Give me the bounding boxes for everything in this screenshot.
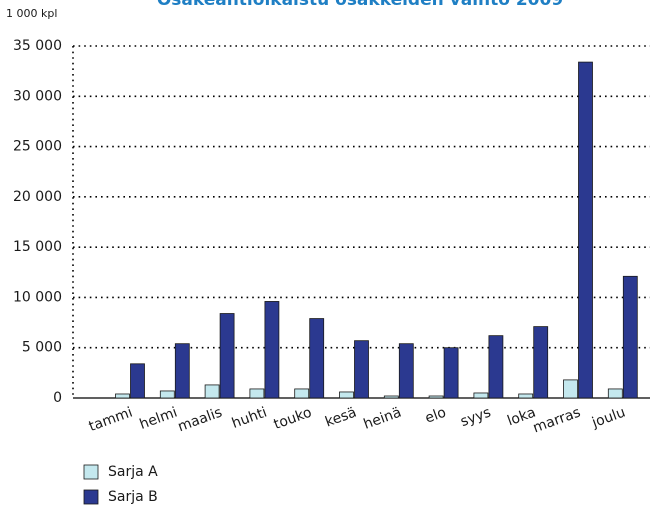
y-tick-label: 10 000: [13, 289, 62, 305]
y-tick-label: 35 000: [13, 38, 62, 54]
bar: [339, 391, 354, 399]
bar: [622, 275, 638, 399]
x-tick-label: marras: [531, 404, 583, 436]
bar: [115, 393, 130, 399]
bar: [159, 390, 175, 399]
x-tick-label: joulu: [589, 404, 627, 431]
y-tick-label: 15 000: [13, 239, 62, 255]
y-axis-label: 1 000 kpl: [6, 7, 57, 20]
bar: [354, 340, 369, 399]
y-tick-label: 20 000: [13, 189, 62, 205]
x-tick-label: heinä: [362, 404, 404, 432]
bar: [294, 388, 310, 399]
x-tick-label: tammi: [87, 404, 135, 435]
bar: [533, 326, 549, 399]
legend-label: Sarja B: [108, 489, 158, 505]
bar: [249, 388, 265, 399]
bar: [398, 343, 414, 399]
bar: [219, 313, 235, 399]
y-tick-label: 0: [53, 390, 62, 406]
bar: [488, 335, 504, 399]
bar: [428, 395, 444, 399]
x-tick-label: kesä: [323, 404, 359, 430]
legend-swatch: [83, 464, 99, 480]
x-tick-label: syys: [458, 404, 493, 430]
x-tick-label: touko: [272, 404, 314, 432]
x-tick-label: elo: [423, 404, 448, 426]
bar: [174, 343, 190, 399]
bar: [473, 392, 489, 399]
bar: [563, 379, 578, 399]
legend-swatch: [83, 489, 99, 505]
x-tick-label: huhti: [230, 404, 269, 431]
x-tick-label: maalis: [176, 404, 225, 435]
bar: [309, 318, 325, 399]
bar: [264, 301, 280, 399]
legend-label: Sarja A: [108, 464, 158, 480]
bar: [204, 384, 220, 399]
bar: [607, 388, 623, 399]
bar: [443, 347, 459, 399]
x-tick-label: helmi: [138, 404, 180, 432]
bar: [578, 61, 593, 399]
y-tick-label: 30 000: [13, 88, 62, 104]
y-tick-label: 5 000: [22, 340, 62, 356]
y-tick-label: 25 000: [13, 139, 62, 155]
bar: [518, 393, 534, 399]
bar: [130, 363, 145, 399]
chart-title: Osakeantioikaistu osakkeiden vaihto 2009: [157, 0, 563, 10]
bar: [383, 395, 399, 399]
